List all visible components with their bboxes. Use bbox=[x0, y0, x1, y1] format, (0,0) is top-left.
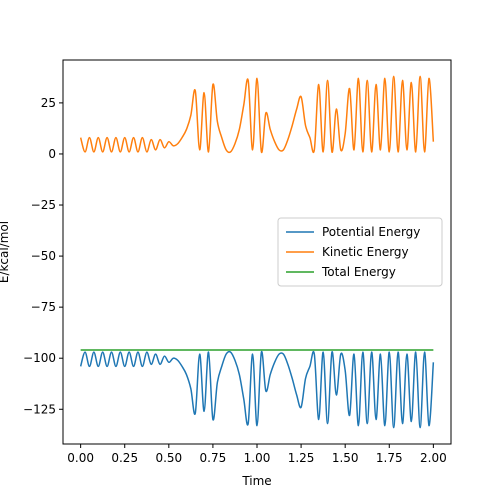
y-tick-label: −25 bbox=[31, 198, 56, 212]
x-tick-label: 1.00 bbox=[244, 451, 271, 465]
legend-label: Kinetic Energy bbox=[322, 245, 409, 259]
series-line-potential-energy bbox=[79, 350, 435, 429]
y-tick-label: −125 bbox=[23, 402, 56, 416]
legend-label: Total Energy bbox=[321, 265, 396, 279]
x-axis-label: Time bbox=[241, 474, 271, 488]
y-axis-label: E/kcal/mol bbox=[0, 221, 11, 283]
x-tick-label: 0.00 bbox=[67, 451, 94, 465]
x-tick-label: 1.25 bbox=[288, 451, 315, 465]
y-tick-label: 0 bbox=[48, 147, 56, 161]
x-tick-label: 0.25 bbox=[111, 451, 138, 465]
legend-box bbox=[277, 217, 443, 287]
y-tick-label: −50 bbox=[31, 249, 56, 263]
y-tick-label: −75 bbox=[31, 300, 56, 314]
x-tick-label: 1.75 bbox=[376, 451, 403, 465]
y-axis: 25 0 −25 −50 −75 −100 −125 bbox=[23, 96, 63, 416]
legend-label: Potential Energy bbox=[322, 225, 420, 239]
x-tick-label: 0.75 bbox=[200, 451, 227, 465]
x-tick-label: 1.50 bbox=[332, 451, 359, 465]
series-layer bbox=[79, 75, 435, 429]
x-tick-label: 0.50 bbox=[155, 451, 182, 465]
legend: Potential Energy Kinetic Energy Total Ener… bbox=[277, 217, 443, 287]
x-tick-label: 2.00 bbox=[420, 451, 447, 465]
x-axis: 0.00 0.25 0.50 0.75 1.00 1.25 1.50 1.75 2.00 bbox=[67, 444, 447, 465]
y-tick-label: −100 bbox=[23, 351, 56, 365]
y-tick-label: 25 bbox=[41, 96, 56, 110]
series-line-kinetic-energy bbox=[79, 75, 435, 154]
